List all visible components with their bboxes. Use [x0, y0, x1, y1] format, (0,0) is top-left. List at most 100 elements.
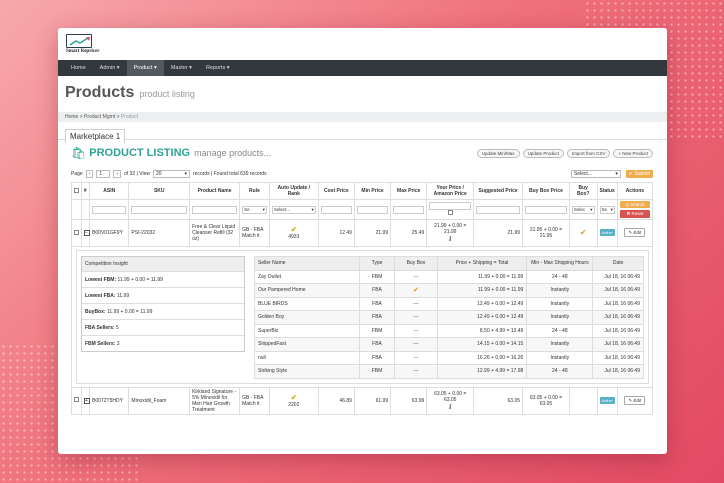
edit-button[interactable]: ✎ Edit: [624, 228, 646, 237]
nav-admin[interactable]: Admin ▾: [99, 65, 120, 71]
seller-name: Golden Boy: [253, 310, 361, 325]
seller-price: 16.26 + 0.00 = 16.26: [436, 350, 528, 365]
edit-button[interactable]: ✎ Edit: [624, 395, 646, 405]
seller-buybox: ---: [394, 350, 438, 365]
select-all-checkbox[interactable]: [74, 187, 79, 193]
row-checkbox[interactable]: [74, 229, 79, 235]
breadcrumb-home[interactable]: Home: [65, 114, 79, 120]
seller-buybox: ✔: [394, 283, 438, 298]
suggested-filter-input[interactable]: [476, 205, 521, 214]
col-product-name[interactable]: Product Name: [189, 182, 241, 200]
nav-reports[interactable]: Reports ▾: [205, 65, 230, 71]
sku-filter-input[interactable]: [131, 205, 188, 214]
breadcrumb-product-mgmt[interactable]: Product Mgmt: [84, 114, 116, 120]
lowest-fbm: Lowest FBM: 11.99 + 0.00 = 11.99: [82, 271, 244, 287]
asin-filter-input[interactable]: [92, 205, 127, 214]
seller-row: ShippedFast FBA --- 14.15 + 0.00 = 14.15 Ins…: [253, 337, 644, 352]
buybox-insight: BuyBox: 11.99 + 0.00 = 11.99: [82, 303, 244, 319]
chevron-down-icon: ▾: [615, 171, 618, 177]
tab-marketplace-1[interactable]: Marketplace 1: [65, 129, 126, 143]
seller-shipping: 24 - 48: [526, 364, 594, 379]
max-cell: 63.99: [390, 386, 428, 415]
rule-cell: GB - FBA Match it: [239, 219, 270, 247]
col-sku[interactable]: SKU: [128, 182, 191, 200]
product-name-cell: Kirkland Signature - 5% Minoxidil for Me…: [189, 386, 241, 415]
col-actions: Actions: [616, 182, 654, 200]
submit-button[interactable]: ✔ Submit: [625, 170, 653, 178]
view-select[interactable]: 20 ▾: [152, 170, 190, 178]
info-icon[interactable]: i: [449, 235, 452, 243]
seller-price: 14.15 + 0.00 = 14.15: [436, 337, 528, 352]
col-buybox[interactable]: Buy Box?: [568, 182, 598, 200]
bulk-action-select[interactable]: Select... ▾: [570, 170, 621, 178]
seller-row: BLUE BIRDS FBA --- 12.49 + 0.00 = 12.49 Inst…: [253, 296, 644, 311]
buybox-filter-select[interactable]: Selec ▾: [571, 205, 595, 214]
row-checkbox[interactable]: [74, 397, 79, 402]
seller-date: Jul 18, 16 06:49: [592, 269, 644, 284]
seller-buybox: ---: [394, 269, 438, 284]
expand-icon[interactable]: +: [83, 397, 90, 404]
col-asin[interactable]: ASIN: [89, 182, 130, 200]
rank-value: 2202: [288, 401, 300, 408]
import-csv-button[interactable]: Import from CSV: [566, 148, 611, 158]
your-price-filter-input[interactable]: [429, 202, 472, 210]
page-input[interactable]: 1: [96, 170, 111, 178]
nav-home[interactable]: Home: [71, 65, 86, 71]
reset-button[interactable]: ✖ Reset: [619, 210, 650, 218]
seller-row: null FBA --- 16.26 + 0.00 = 16.26 Instantly J…: [253, 350, 644, 365]
name-filter-input[interactable]: [192, 205, 238, 214]
update-product-button[interactable]: Update Product: [522, 148, 564, 158]
col-cost-price[interactable]: Cost Price: [317, 182, 355, 200]
seller-row: Our Pampered Home FBA ✔ 11.99 + 0.00 = 11.9…: [253, 283, 644, 298]
logo-bar: Smart Repricer: [58, 28, 667, 60]
seller-date: Jul 18, 16 06:49: [592, 296, 644, 311]
status-filter-select[interactable]: Se ▾: [599, 205, 615, 214]
fbm-sellers: FBM Sellers: 3: [82, 335, 244, 351]
max-filter-input[interactable]: [393, 205, 425, 214]
page-title: Products: [65, 84, 135, 101]
next-page-button[interactable]: ›: [113, 170, 122, 178]
col-max-price[interactable]: Max Price: [390, 182, 428, 200]
table-row[interactable]: + B0072T5HDY Minoxidil_Foam Kirkland Sig…: [71, 386, 654, 415]
new-product-button[interactable]: + New Product: [613, 148, 653, 158]
search-button[interactable]: Q Search: [619, 201, 650, 208]
chart-logo-icon: [66, 34, 92, 48]
bag-icon: 🛍: [71, 146, 87, 160]
rule-cell: GB - FBA Match it: [239, 386, 270, 415]
rank-value: 4933: [288, 234, 300, 240]
buybox-price-filter-input[interactable]: [525, 205, 567, 214]
prev-page-button[interactable]: ‹: [85, 170, 94, 178]
status-badge: Active: [599, 229, 615, 236]
col-suggested-price[interactable]: Suggested Price: [473, 182, 524, 200]
col-rule[interactable]: Rule: [239, 182, 270, 200]
col-auto-update[interactable]: Auto Update / Rank: [268, 182, 319, 200]
seller-row: Zay Outlet FBM --- 11.99 + 0.00 = 11.99 24 -…: [253, 269, 644, 284]
nav-product[interactable]: Product ▾: [126, 60, 164, 76]
min-cell: 21.99: [353, 219, 392, 247]
breadcrumb: Home > Product Mgmt > Product: [58, 112, 667, 122]
seller-buybox: ---: [394, 310, 438, 325]
expand-icon[interactable]: −: [83, 230, 90, 236]
info-icon[interactable]: i: [449, 402, 452, 411]
col-your-price[interactable]: Your Price / Amazon Price: [426, 182, 475, 200]
seller-name: Striking Style: [253, 364, 361, 379]
min-filter-input[interactable]: [356, 205, 389, 214]
col-min-price[interactable]: Min Price: [353, 182, 392, 200]
lowest-fba: Lowest FBA: 11.99: [82, 287, 244, 303]
price-filter-checkbox[interactable]: [447, 210, 453, 215]
rule-filter-select[interactable]: Se ▾: [242, 205, 267, 214]
table-row[interactable]: − B00V01GF9Y PSI-22032 Free & Clear Liqu…: [71, 219, 654, 247]
auto-filter-select[interactable]: Select... ▾: [271, 205, 316, 214]
seller-buybox: ---: [394, 337, 438, 352]
update-min-max-button[interactable]: Update Min/Max: [476, 148, 520, 158]
seller-row: SuperBiz FBM --- 8.50 + 4.99 = 13.49 24 - 48…: [253, 323, 644, 338]
cost-filter-input[interactable]: [320, 205, 352, 214]
seller-date: Jul 18, 16 06:49: [592, 337, 644, 352]
col-status[interactable]: Status: [596, 182, 618, 200]
app-logo[interactable]: Smart Repricer: [66, 34, 99, 54]
col-buybox-price[interactable]: Buy Box Price: [522, 182, 570, 200]
nav-master[interactable]: Master ▾: [170, 65, 192, 71]
seller-type: FBA: [359, 337, 396, 352]
seller-date: Jul 18, 16 06:49: [592, 364, 644, 379]
seller-shipping: 24 - 48: [526, 323, 594, 338]
